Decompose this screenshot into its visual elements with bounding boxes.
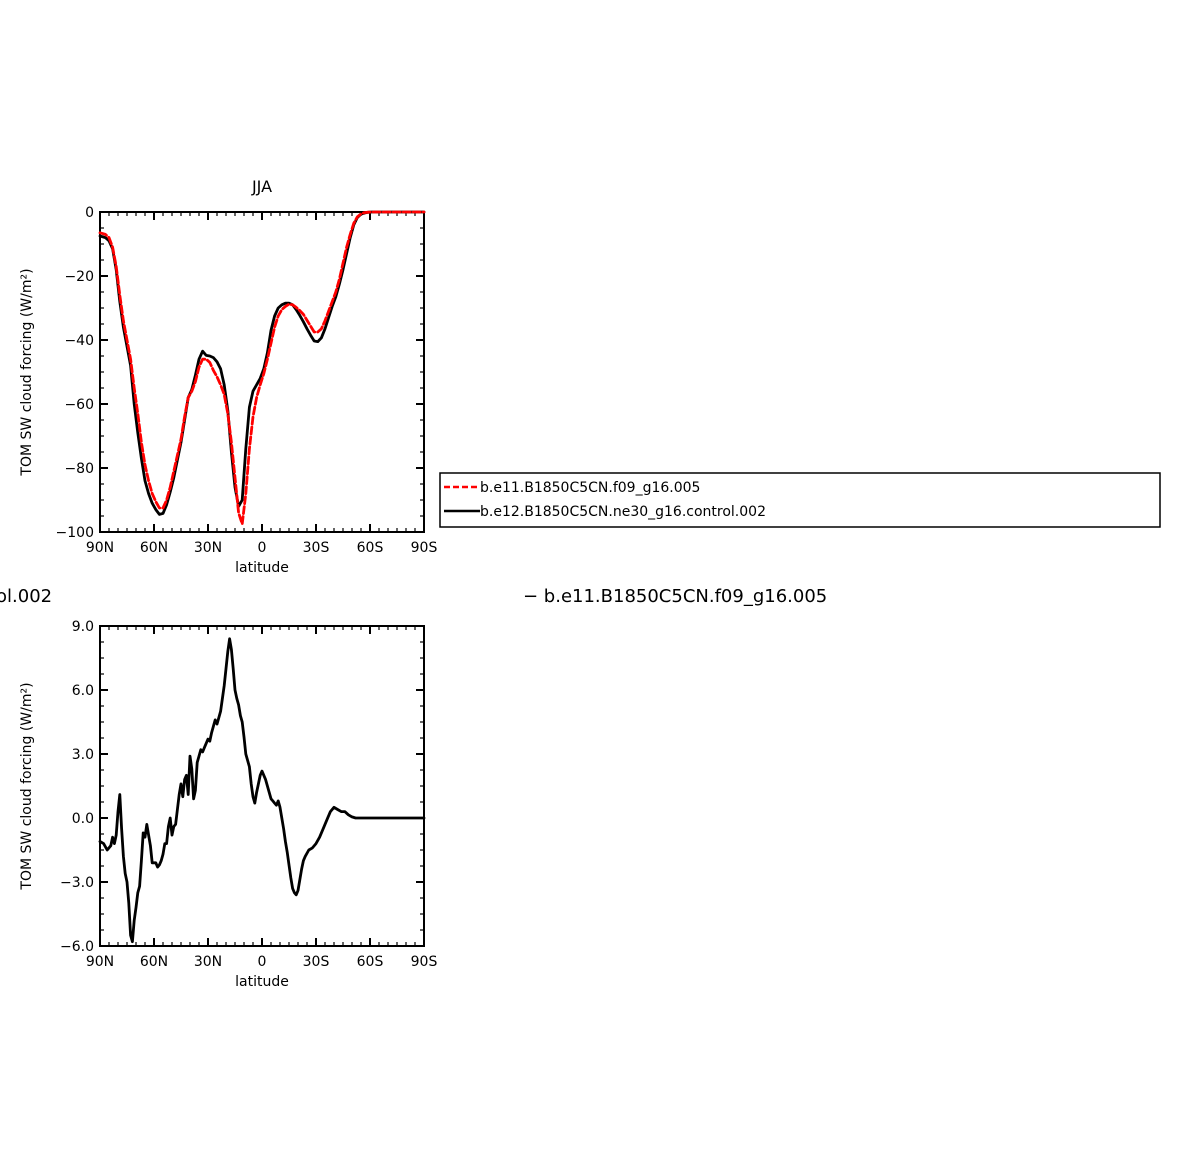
diff-header-right: − b.e11.B1850C5CN.f09_g16.005 xyxy=(523,586,827,607)
bottom-x-axis-label: latitude xyxy=(235,974,289,990)
bottom-y-tick-label: 3.0 xyxy=(72,747,94,763)
top-y-tick-label: −100 xyxy=(56,525,94,541)
bottom-x-tick-label: 0 xyxy=(258,954,267,970)
bottom-y-tick-label: 6.0 xyxy=(72,683,94,699)
top-x-tick-label: 30N xyxy=(194,540,222,556)
bottom-x-tick-label: 60N xyxy=(140,954,168,970)
bottom-plot-frame xyxy=(99,625,425,947)
bottom-x-tick-label: 90S xyxy=(411,954,438,970)
top-y-tick-label: −40 xyxy=(64,333,94,349)
bottom-y-tick-label: −3.0 xyxy=(60,875,94,891)
top-y-tick-label: 0 xyxy=(85,205,94,221)
top-x-tick-label: 0 xyxy=(258,540,267,556)
top-x-tick-label: 90S xyxy=(411,540,438,556)
top-x-tick-label: 90N xyxy=(86,540,114,556)
bottom-x-tick-label: 60S xyxy=(357,954,384,970)
legend-label-0: b.e11.B1850C5CN.f09_g16.005 xyxy=(480,480,700,496)
bottom-x-tick-label: 30S xyxy=(303,954,330,970)
top-series-line-0 xyxy=(98,210,426,526)
legend-box xyxy=(439,472,1161,528)
top-series-line-1 xyxy=(98,210,426,516)
top-chart-title: JJA xyxy=(251,177,272,196)
bottom-x-tick-label: 30N xyxy=(194,954,222,970)
top-x-tick-label: 60N xyxy=(140,540,168,556)
bottom-panel-difference: 90N 60N 30N 0 30S 60S 90S 9.0 6.0 3.0 0.0 −3.0 −6.0 l… xyxy=(19,619,437,990)
legend-label-1: b.e12.B1850C5CN.ne30_g16.control.002 xyxy=(480,504,766,520)
diff-header-left: ol.002 xyxy=(0,586,52,607)
bottom-y-tick-label: 9.0 xyxy=(72,619,94,635)
top-x-tick-label: 30S xyxy=(303,540,330,556)
legend: b.e11.B1850C5CN.f09_g16.005 b.e12.B1850C… xyxy=(439,472,1161,528)
top-panel-jja: 90N 60N 30N 0 30S 60S 90S 0 −20 −40 −60 −80 −100 JJA l… xyxy=(19,177,437,576)
bottom-y-axis-label: TOM SW cloud forcing (W/m²) xyxy=(19,682,35,890)
bottom-y-tick-label: −6.0 xyxy=(60,939,94,955)
top-x-axis-label: latitude xyxy=(235,560,289,576)
top-x-tick-label: 60S xyxy=(357,540,384,556)
top-y-tick-label: −60 xyxy=(64,397,94,413)
bottom-y-tick-label: 0.0 xyxy=(72,811,94,827)
bottom-x-tick-label: 90N xyxy=(86,954,114,970)
top-y-tick-label: −20 xyxy=(64,269,94,285)
top-y-axis-label: TOM SW cloud forcing (W/m²) xyxy=(19,268,35,476)
top-y-tick-label: −80 xyxy=(64,461,94,477)
bottom-series-line-0 xyxy=(98,637,426,944)
